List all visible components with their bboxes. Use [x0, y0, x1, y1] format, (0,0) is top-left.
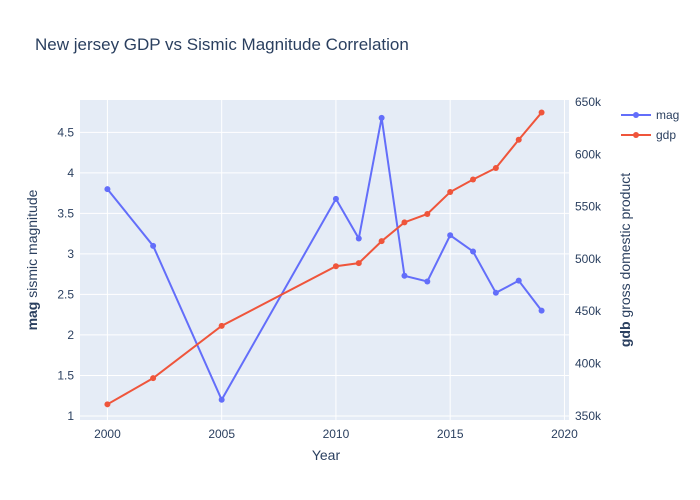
- data-point-gdp[interactable]: [492, 164, 499, 171]
- y2-tick-label: 500k: [575, 252, 602, 266]
- y-tick-label: 2.5: [57, 287, 74, 301]
- data-point-mag[interactable]: [492, 289, 499, 296]
- data-point-mag[interactable]: [401, 272, 408, 279]
- y2-axis-title: gdb gross domestic product: [617, 173, 633, 347]
- legend-swatch-marker: [633, 132, 639, 138]
- data-point-mag[interactable]: [218, 396, 225, 403]
- y2-tick-label: 350k: [575, 409, 602, 423]
- y-tick-label: 1.5: [57, 368, 74, 382]
- y-axis-title-bold: mag: [24, 302, 40, 331]
- x-axis-ticks: 2000 2005 2010 2015 2020: [94, 427, 578, 441]
- series-mag: [104, 114, 545, 403]
- y2-tick-label: 650k: [575, 95, 602, 109]
- y2-tick-label: 400k: [575, 357, 602, 371]
- y2-axis-ticks: 350k 400k 450k 500k 550k 600k 650k: [575, 95, 602, 423]
- data-point-gdp[interactable]: [218, 322, 225, 329]
- legend-label: mag: [656, 108, 679, 122]
- plot-background: [80, 100, 569, 420]
- x-tick-label: 2020: [551, 427, 578, 441]
- data-point-gdp[interactable]: [355, 260, 362, 267]
- legend[interactable]: mag gdp: [621, 108, 679, 142]
- grid-lines: [80, 100, 569, 420]
- data-point-mag[interactable]: [447, 232, 454, 239]
- y-tick-label: 1: [67, 409, 74, 423]
- data-point-mag[interactable]: [378, 114, 385, 121]
- y-tick-label: 3.5: [57, 206, 74, 220]
- y-tick-label: 3: [67, 247, 74, 261]
- y-axis-title: mag sismic magnitude: [24, 189, 40, 330]
- x-tick-label: 2005: [208, 427, 235, 441]
- data-point-gdp[interactable]: [447, 189, 454, 196]
- x-axis-title: Year: [312, 447, 341, 463]
- series-layer: [104, 109, 545, 408]
- y-tick-label: 4: [67, 166, 74, 180]
- data-point-mag[interactable]: [150, 242, 157, 249]
- y2-tick-label: 600k: [575, 147, 602, 161]
- data-point-gdp[interactable]: [424, 210, 431, 217]
- data-point-mag[interactable]: [104, 186, 111, 193]
- y2-tick-label: 450k: [575, 304, 602, 318]
- y-axis-title-rest: sismic magnitude: [24, 189, 40, 301]
- y-tick-label: 2: [67, 328, 74, 342]
- data-point-gdp[interactable]: [515, 136, 522, 143]
- y2-axis-title-rest: gross domestic product: [617, 173, 633, 322]
- x-tick-label: 2000: [94, 427, 121, 441]
- legend-label: gdp: [656, 128, 676, 142]
- x-tick-label: 2010: [323, 427, 350, 441]
- y2-axis-title-bold: gdb: [617, 321, 633, 347]
- legend-item-gdp[interactable]: gdp: [621, 128, 676, 142]
- data-point-mag[interactable]: [470, 248, 477, 255]
- y2-tick-label: 550k: [575, 200, 602, 214]
- data-point-gdp[interactable]: [401, 219, 408, 226]
- data-point-mag[interactable]: [515, 277, 522, 284]
- data-point-gdp[interactable]: [378, 238, 385, 245]
- data-point-mag[interactable]: [538, 307, 545, 314]
- data-point-mag[interactable]: [332, 195, 339, 202]
- data-point-gdp[interactable]: [332, 263, 339, 270]
- data-point-gdp[interactable]: [538, 109, 545, 116]
- y-tick-label: 4.5: [57, 125, 74, 139]
- data-point-gdp[interactable]: [470, 176, 477, 183]
- legend-item-mag[interactable]: mag: [621, 108, 679, 122]
- legend-swatch-marker: [633, 112, 639, 118]
- chart-title: New jersey GDP vs Sismic Magnitude Corre…: [35, 35, 409, 54]
- series-gdp: [104, 109, 545, 408]
- data-point-mag[interactable]: [355, 235, 362, 242]
- x-tick-label: 2015: [437, 427, 464, 441]
- data-point-gdp[interactable]: [150, 375, 157, 382]
- data-point-gdp[interactable]: [104, 401, 111, 408]
- y-axis-ticks: 1 1.5 2 2.5 3 3.5 4 4.5: [57, 125, 74, 423]
- data-point-mag[interactable]: [424, 278, 431, 285]
